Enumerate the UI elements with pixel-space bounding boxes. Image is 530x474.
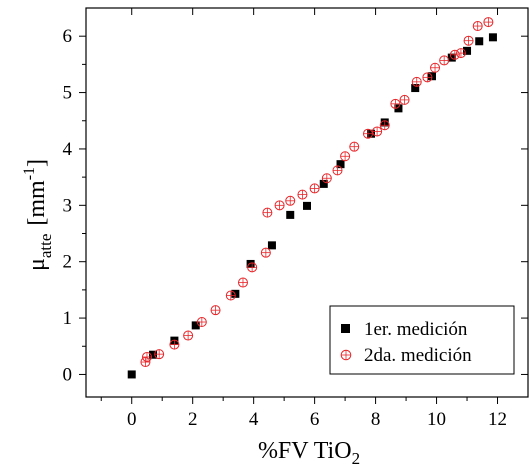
data-point-series-1 — [127, 370, 136, 379]
data-point-series-2 — [321, 173, 332, 184]
data-point-series-2 — [247, 262, 258, 273]
plot-frame — [85, 7, 529, 398]
data-point-series-2 — [439, 55, 450, 66]
data-point-series-1 — [475, 37, 484, 46]
data-point-series-2 — [362, 128, 373, 139]
data-point-series-2 — [225, 290, 236, 301]
data-point-series-1 — [149, 350, 158, 359]
data-point-series-2 — [332, 165, 343, 176]
legend: 1er. medición 2da. medición — [329, 305, 515, 375]
data-point-series-2 — [309, 183, 320, 194]
x-tick-label-4: 4 — [249, 409, 259, 430]
data-point-series-1 — [319, 179, 328, 188]
legend-marker-series-2 — [340, 349, 352, 361]
data-point-series-2 — [262, 207, 273, 218]
y-tick-label-2: 2 — [63, 252, 73, 273]
x-axis-title: %FV TiO2 — [258, 438, 360, 468]
data-point-series-2 — [483, 17, 494, 28]
data-point-series-2 — [411, 76, 422, 87]
data-point-series-2 — [422, 72, 433, 83]
data-point-series-2 — [140, 357, 151, 368]
data-point-series-2 — [196, 317, 207, 328]
legend-label-series-2: 2da. medición — [364, 345, 472, 366]
data-point-series-1 — [246, 259, 255, 268]
data-point-series-2 — [399, 94, 410, 105]
legend-box — [329, 305, 515, 375]
x-tick-label-10: 10 — [427, 409, 446, 430]
y-tick-label-1: 1 — [63, 308, 73, 329]
data-point-series-1 — [336, 160, 345, 169]
series-layer — [127, 17, 497, 379]
series-2 — [140, 17, 494, 368]
x-tick-label-0: 0 — [127, 409, 137, 430]
x-tick-label-2: 2 — [188, 409, 198, 430]
data-point-series-1 — [411, 84, 420, 93]
data-point-series-2 — [372, 126, 383, 137]
data-point-series-2 — [455, 48, 466, 59]
data-point-series-2 — [463, 35, 474, 46]
legend-label-series-1: 1er. medición — [364, 319, 468, 340]
data-point-series-2 — [260, 247, 271, 258]
data-point-series-1 — [463, 46, 472, 55]
y-tick-label-0: 0 — [63, 364, 73, 385]
data-point-series-1 — [267, 241, 276, 250]
y-axis-title: μatte[mm-1] — [21, 159, 55, 271]
data-point-series-2 — [349, 141, 360, 152]
x-tick-label-6: 6 — [310, 409, 320, 430]
data-point-series-2 — [274, 200, 285, 211]
data-point-series-2 — [379, 120, 390, 131]
data-point-series-2 — [285, 195, 296, 206]
data-point-series-1 — [303, 201, 311, 210]
data-point-series-2 — [390, 98, 401, 109]
y-tick-label-5: 5 — [63, 83, 73, 104]
y-tick-label-6: 6 — [63, 26, 73, 47]
data-point-series-2 — [154, 349, 165, 360]
data-point-series-2 — [430, 62, 441, 73]
data-point-series-2 — [210, 305, 221, 316]
data-point-series-2 — [237, 277, 248, 288]
data-point-series-1 — [286, 210, 295, 219]
x-tick-label-8: 8 — [371, 409, 381, 430]
data-point-series-1 — [447, 53, 456, 62]
data-point-series-2 — [297, 189, 308, 200]
data-point-series-1 — [191, 321, 200, 330]
data-point-series-1 — [488, 33, 497, 42]
data-point-series-2 — [183, 330, 194, 341]
data-point-series-1 — [394, 104, 403, 113]
legend-marker-series-1 — [341, 324, 350, 333]
data-point-series-2 — [169, 339, 180, 350]
data-point-series-2 — [141, 351, 152, 362]
data-point-series-2 — [340, 151, 351, 162]
data-point-series-2 — [472, 21, 483, 32]
y-tick-label-4: 4 — [63, 139, 73, 160]
y-tick-label-3: 3 — [63, 195, 73, 216]
data-point-series-2 — [449, 49, 460, 60]
x-tick-label-12: 12 — [488, 409, 507, 430]
